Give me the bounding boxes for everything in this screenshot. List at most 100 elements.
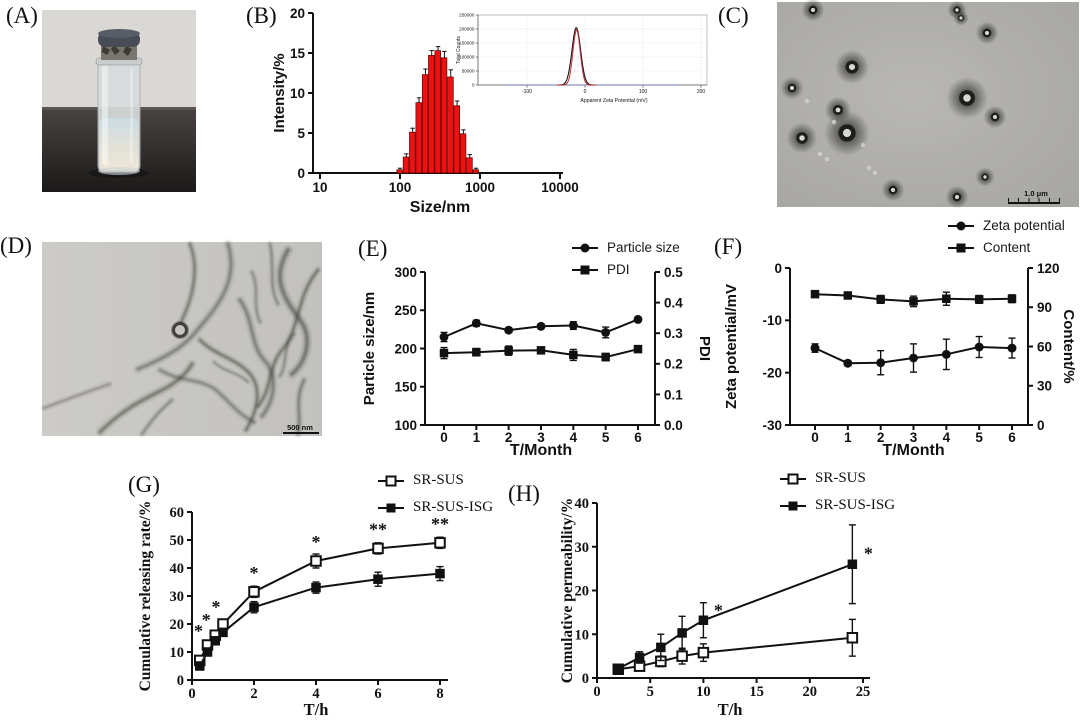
circle-filled-marker <box>572 242 598 254</box>
legend-item-pdi: PDI <box>572 262 680 277</box>
cumulative-permeability-chart: 0 10 20 30 40 0 5 10 15 20 25 Cumulative permeabili… <box>559 496 873 719</box>
panel-f-label: (F) <box>714 234 743 259</box>
svg-text:150: 150 <box>394 380 417 395</box>
svg-text:*: * <box>714 600 723 620</box>
svg-text:0.1: 0.1 <box>664 387 683 402</box>
svg-text:100000: 100000 <box>459 55 475 60</box>
svg-text:4: 4 <box>943 430 951 445</box>
svg-text:*: * <box>250 563 259 583</box>
svg-text:40: 40 <box>575 496 590 512</box>
svg-text:T/Month: T/Month <box>882 442 944 459</box>
nanoparticle-spots <box>780 0 1007 209</box>
svg-text:90: 90 <box>1037 300 1052 315</box>
svg-text:2: 2 <box>505 430 513 445</box>
svg-text:T/h: T/h <box>304 700 329 719</box>
legend-item-particle-size: Particle size <box>572 240 680 255</box>
legend-label: SR-SUS-ISG <box>413 499 494 515</box>
svg-text:60: 60 <box>170 505 185 521</box>
svg-text:6: 6 <box>374 686 381 702</box>
svg-text:250: 250 <box>394 303 417 318</box>
panel-e-label: (E) <box>358 236 388 261</box>
svg-text:4: 4 <box>570 430 578 445</box>
axes <box>592 502 870 683</box>
svg-text:0.3: 0.3 <box>664 326 683 341</box>
circle-filled-marker <box>948 220 974 232</box>
svg-text:40: 40 <box>170 561 185 577</box>
svg-text:5: 5 <box>602 430 610 445</box>
svg-text:T/Month: T/Month <box>510 442 572 459</box>
vial-photo <box>42 10 196 192</box>
svg-text:3: 3 <box>910 430 918 445</box>
svg-text:-10: -10 <box>762 313 782 328</box>
svg-text:0: 0 <box>582 671 589 687</box>
cumulative-release-chart: 0 10 20 30 40 50 60 0 2 4 6 8 Cumulative releasing r… <box>137 501 449 719</box>
svg-text:**: ** <box>431 514 449 534</box>
inset-curve-black <box>557 27 597 86</box>
svg-text:0: 0 <box>774 261 782 276</box>
square-open-marker <box>780 473 806 485</box>
inset-axes <box>476 14 707 88</box>
svg-text:30: 30 <box>1037 379 1052 394</box>
svg-text:120: 120 <box>1037 261 1060 276</box>
panel-h-label: (H) <box>508 481 540 506</box>
svg-text:250000: 250000 <box>459 13 475 18</box>
svg-text:0: 0 <box>593 684 600 700</box>
svg-text:6: 6 <box>1008 430 1016 445</box>
svg-text:**: ** <box>369 519 387 539</box>
legend-item-sr-sus: SR-SUS <box>378 472 493 489</box>
svg-text:0: 0 <box>177 673 184 689</box>
zeta-potential-inset-chart: 0 50000 100000 150000 200000 250000 -100 0 100 20… <box>456 13 708 104</box>
svg-text:50: 50 <box>170 533 185 549</box>
svg-text:150000: 150000 <box>459 41 475 46</box>
ring-particle <box>172 322 188 338</box>
svg-text:Cumulative permeability/%: Cumulative permeability/% <box>559 498 576 684</box>
square-filled-marker <box>378 502 404 514</box>
axes <box>187 511 448 685</box>
svg-text:2: 2 <box>250 686 257 702</box>
svg-text:0.2: 0.2 <box>664 357 683 372</box>
svg-text:*: * <box>202 610 211 630</box>
tick-labels: 0 5 10 15 20 10 100 1000 10000 <box>290 6 579 195</box>
square-filled-marker <box>572 264 598 276</box>
svg-text:10000: 10000 <box>541 180 579 195</box>
panel-b-label: (B) <box>246 3 277 28</box>
svg-text:15: 15 <box>290 46 306 61</box>
size-distribution-chart: 0 5 10 15 20 10 100 1000 10000 Intensity/% Size/nm <box>271 6 579 216</box>
legend-e: Particle size PDI <box>572 240 680 284</box>
legend-g: SR-SUS SR-SUS-ISG <box>378 472 493 526</box>
svg-text:PDI: PDI <box>696 336 713 361</box>
svg-text:100: 100 <box>639 89 648 95</box>
svg-text:25: 25 <box>856 684 871 700</box>
legend-item-sr-sus-isg: SR-SUS-ISG <box>780 497 895 514</box>
tick-labels: 0 10 20 30 40 0 5 10 15 20 25 <box>575 496 871 700</box>
tem-image-nanoparticles <box>777 0 1079 209</box>
legend-label: Content <box>983 240 1031 255</box>
svg-text:*: * <box>212 597 221 617</box>
svg-text:2: 2 <box>877 430 885 445</box>
svg-text:5: 5 <box>297 126 305 141</box>
tick-labels: 0 10 20 30 40 50 60 0 2 4 6 8 <box>170 505 444 702</box>
svg-text:6: 6 <box>634 430 642 445</box>
svg-text:0: 0 <box>440 430 448 445</box>
svg-text:Cumulative releasing rate/%: Cumulative releasing rate/% <box>137 501 154 692</box>
svg-text:0.4: 0.4 <box>664 295 683 310</box>
tem-image-gel-network <box>41 239 322 438</box>
svg-text:*: * <box>864 543 873 563</box>
svg-text:100: 100 <box>389 180 412 195</box>
inset-tick-labels: 0 50000 100000 150000 200000 250000 -100 0 100 20… <box>459 13 705 95</box>
square-open-marker <box>378 475 404 487</box>
svg-text:Content/%: Content/% <box>1060 309 1077 383</box>
svg-text:Size/nm: Size/nm <box>410 199 470 216</box>
series-sr-sus <box>194 536 446 667</box>
svg-text:0.5: 0.5 <box>664 265 683 280</box>
series-zeta-potential <box>810 335 1017 376</box>
svg-text:30: 30 <box>575 540 590 556</box>
svg-text:*: * <box>194 621 203 641</box>
svg-text:10: 10 <box>575 627 590 643</box>
series-sr-sus <box>612 618 859 675</box>
svg-text:200: 200 <box>394 341 417 356</box>
svg-text:0: 0 <box>297 166 305 181</box>
stability-zeta-content-chart: 0 -10 -20 -30 0 30 60 90 120 0 1 2 3 4 5 6 Zeta potentia… <box>723 261 1077 459</box>
svg-text:0: 0 <box>188 686 195 702</box>
